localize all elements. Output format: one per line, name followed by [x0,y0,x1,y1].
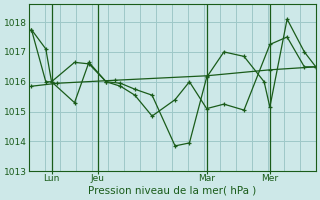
X-axis label: Pression niveau de la mer( hPa ): Pression niveau de la mer( hPa ) [88,186,256,196]
